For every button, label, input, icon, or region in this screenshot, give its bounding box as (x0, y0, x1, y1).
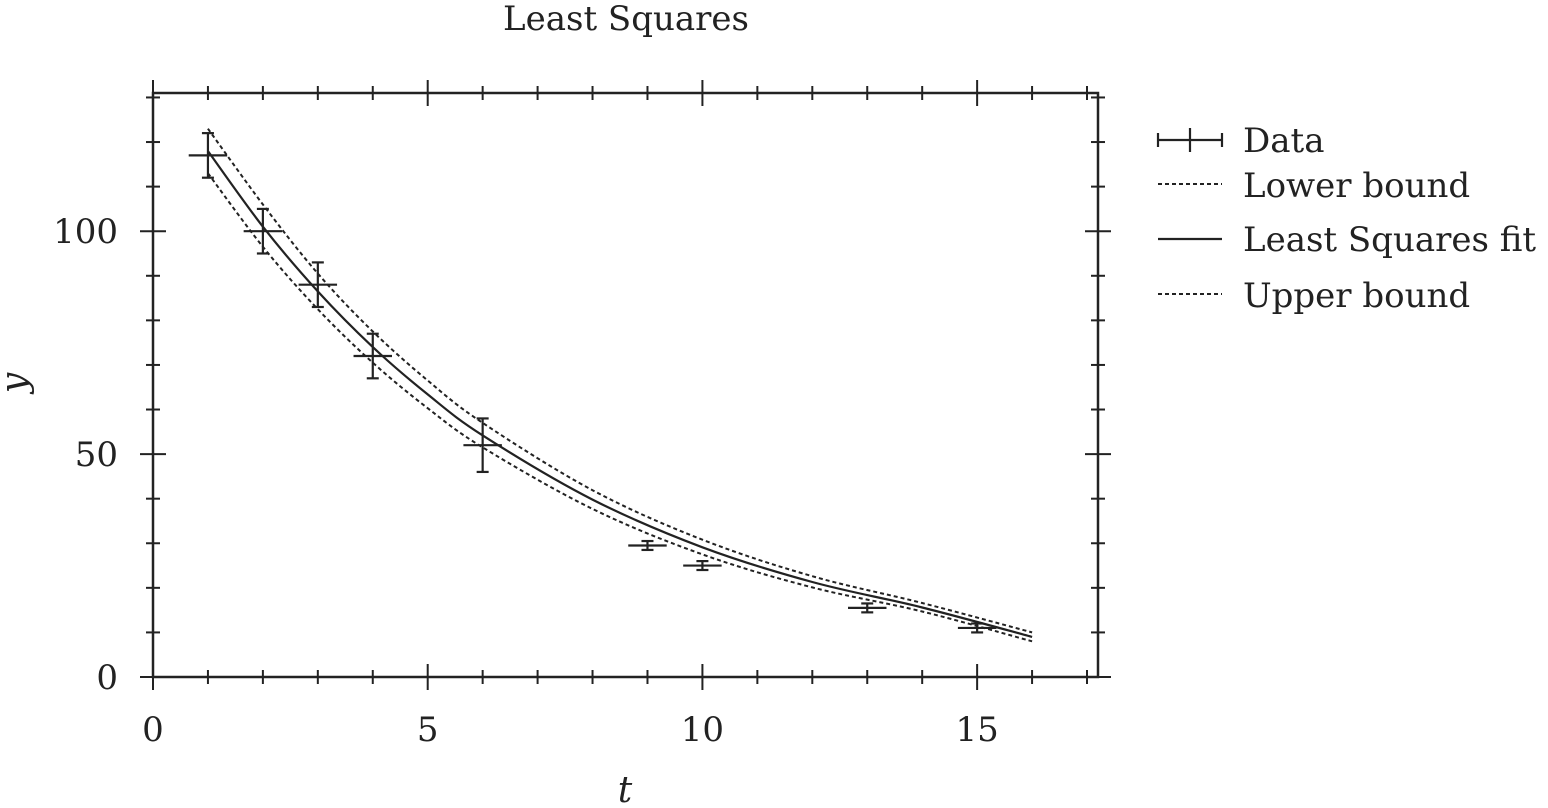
legend-label-upper-bound: Upper bound (1243, 276, 1470, 316)
x-tick-label: 10 (681, 710, 724, 750)
legend-item-fit: Least Squares fit (1158, 220, 1536, 260)
data-point (463, 417, 502, 474)
data-point (848, 602, 887, 614)
data-errorbars (188, 132, 997, 634)
legend-item-lower-bound: Lower bound (1158, 166, 1470, 206)
legend-label-fit: Least Squares fit (1243, 220, 1536, 260)
series-lines (207, 128, 1033, 643)
chart-title: Least Squares (503, 0, 749, 39)
data-point (957, 622, 997, 634)
axis-ticks (140, 80, 1111, 690)
data-point (683, 559, 722, 572)
series-line-least-squares-fit (207, 150, 1033, 638)
y-tick-label: 50 (75, 435, 118, 475)
tick-labels: 0 5 10 15 0 50 100 (53, 212, 999, 750)
legend-item-data: Data (1156, 121, 1324, 161)
data-point (353, 332, 392, 380)
x-tick-label: 15 (955, 710, 998, 750)
data-point (243, 207, 283, 255)
y-tick-label: 100 (53, 212, 118, 252)
data-point (298, 261, 338, 309)
data-point (628, 539, 667, 552)
plot-frame (151, 91, 1100, 679)
series-line-lower-bound (207, 172, 1033, 643)
series-line-upper-bound (207, 128, 1033, 634)
legend-label-data: Data (1243, 121, 1324, 161)
y-axis-label: y (0, 372, 35, 395)
y-tick-label: 0 (96, 658, 118, 698)
legend-item-upper-bound: Upper bound (1158, 276, 1470, 316)
legend-label-lower-bound: Lower bound (1243, 166, 1470, 206)
legend: Data Lower bound Least Squares fit Upper… (1156, 121, 1536, 316)
x-tick-label: 5 (417, 710, 439, 750)
data-point (188, 132, 228, 179)
x-tick-label: 0 (142, 710, 164, 750)
x-axis-label: t (618, 770, 633, 808)
